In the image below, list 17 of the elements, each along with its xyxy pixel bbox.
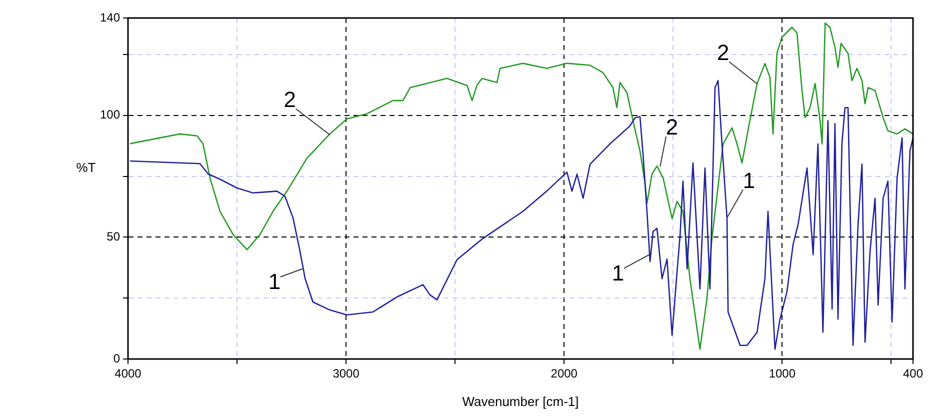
annotation: 1	[612, 260, 624, 286]
y-tick-label: 0	[113, 351, 120, 366]
annotation: 2	[716, 40, 730, 65]
annotation: 1	[742, 168, 756, 193]
y-axis-title: %T	[76, 160, 96, 176]
x-tick-label: 3000	[332, 366, 360, 381]
y-tick-label: 50	[106, 230, 120, 244]
x-tick-label: 400	[902, 366, 924, 381]
annotation: 1	[268, 268, 281, 294]
y-tick-label: 140	[100, 10, 120, 24]
x-tick-label: 1000	[768, 366, 796, 381]
annotation: 2	[284, 86, 296, 112]
x-tick-label: 2000	[550, 366, 578, 381]
x-axis-title: Wavenumber [cm-1]	[462, 394, 579, 409]
x-tick-label: 4000	[114, 366, 142, 381]
annotation: 2	[666, 114, 678, 140]
y-tick-label: 100	[100, 108, 120, 122]
